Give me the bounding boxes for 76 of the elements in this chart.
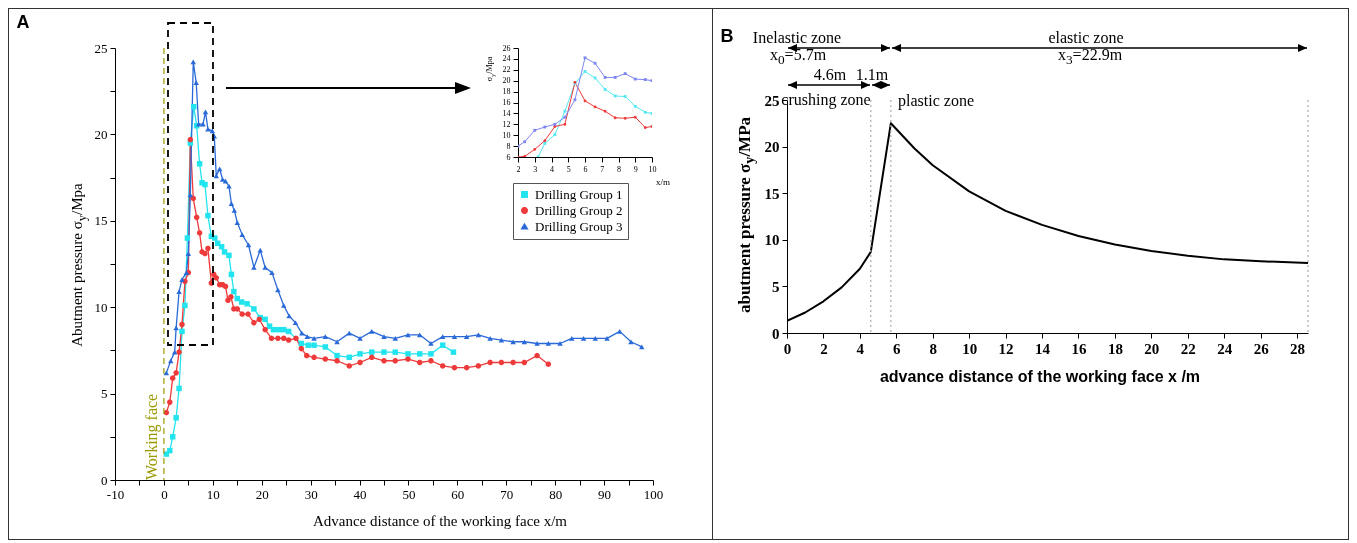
y-tick-label: 8: [506, 141, 511, 151]
y-tick-label: 10: [502, 130, 511, 140]
x-tick-label: -10: [106, 486, 125, 502]
y-tick-label: 5: [772, 278, 780, 295]
y-tick-label: 20: [502, 76, 511, 86]
annotation: crushing zone: [781, 91, 871, 109]
x-tick-label: 5: [566, 164, 571, 174]
x-tick-label: 12: [998, 340, 1014, 357]
x-tick-label: 2: [516, 164, 521, 174]
ref-line-label: Working face: [142, 393, 161, 480]
x-tick-label: 10: [206, 486, 220, 502]
x-tick-label: 6: [893, 340, 902, 357]
legend-label: Drilling Group 2: [535, 202, 623, 218]
y-tick-label: 16: [502, 98, 511, 107]
y-tick-label: 12: [502, 119, 511, 129]
y-tick-label: 10: [764, 232, 780, 249]
x-tick-label: 50: [402, 486, 416, 502]
x-tick-label: 40: [353, 486, 367, 502]
text: elastic zone: [1048, 29, 1124, 47]
x-tick-label: 22: [1180, 340, 1196, 357]
x-tick-label: 2: [820, 340, 828, 357]
x-tick-label: 26: [1253, 340, 1270, 357]
y-tick-label: 10: [94, 299, 108, 315]
text: x$_{0}$=5.7m: [769, 46, 827, 68]
y-tick-label: 22: [502, 65, 511, 75]
x-tick-label: 10: [962, 340, 978, 357]
y-tick-label: 6: [506, 152, 511, 162]
x-tick-label: 24: [1217, 340, 1233, 357]
x-tick-label: 6: [583, 164, 588, 174]
text: 1.1m: [855, 66, 889, 84]
x-tick-label: 80: [549, 486, 563, 502]
x-tick-label: 9: [633, 164, 638, 174]
x-tick-label: 4: [856, 340, 865, 357]
x-tick-label: 0: [783, 340, 792, 357]
y-tick-label: 0: [772, 325, 780, 342]
y-tick-label: 25: [764, 92, 780, 109]
x-tick-label: 28: [1290, 340, 1306, 357]
y-tick-label: 25: [94, 40, 108, 56]
legend-label: Drilling Group 1: [535, 186, 623, 202]
x-tick-label: 20: [1144, 340, 1160, 357]
x-tick-label: 20: [255, 486, 269, 502]
x-tick-label: 100: [643, 486, 664, 502]
x-axis-title: Advance distance of the working face x/m: [312, 512, 568, 530]
x-tick-label: 16: [1071, 340, 1087, 357]
y-tick-label: 14: [502, 108, 511, 118]
x-tick-label: 30: [304, 486, 318, 502]
chart-title: B: [720, 26, 734, 47]
x-tick-label: 4: [550, 164, 554, 174]
x-tick-label: 18: [1107, 340, 1123, 357]
text: 4.6m: [813, 66, 847, 84]
x-tick-label: 3: [533, 164, 538, 174]
x-tick-label: 8: [929, 340, 937, 357]
y-tick-label: 18: [502, 87, 511, 97]
x-tick-label: 90: [598, 486, 612, 502]
x-tick-label: 70: [500, 486, 514, 502]
x-tick-label: 14: [1035, 340, 1051, 357]
chart-title: A: [16, 12, 30, 33]
text: x$_{3}$=22.9m: [1057, 46, 1123, 68]
y-tick-label: 0: [101, 472, 108, 488]
x-tick-label: 7: [600, 164, 605, 174]
x-tick-label: 0: [161, 486, 168, 502]
annotation: plastic zone: [898, 92, 974, 110]
x-axis-title: advance distance of the working face x /m: [879, 368, 1201, 386]
legend-label: Drilling Group 3: [535, 218, 623, 234]
y-tick-label: 15: [764, 185, 780, 202]
y-tick-label: 20: [764, 139, 780, 156]
x-tick-label: 60: [451, 486, 465, 502]
y-tick-label: 26: [502, 43, 511, 53]
y-tick-label: 5: [101, 386, 108, 402]
y-tick-label: 20: [94, 126, 108, 142]
y-tick-label: 15: [94, 213, 108, 229]
text: Inelastic zone: [752, 29, 842, 47]
y-tick-label: 24: [502, 54, 511, 64]
x-tick-label: 8: [617, 164, 621, 174]
x-axis-title: x/m: [655, 177, 671, 188]
x-tick-label: 10: [648, 164, 657, 174]
